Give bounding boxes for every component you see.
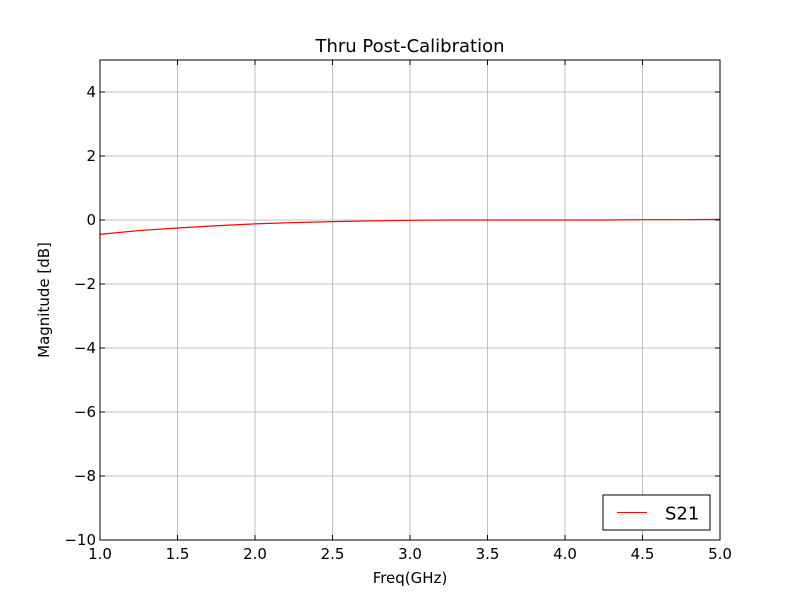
legend: S21 — [602, 494, 711, 531]
y-tick-label: −2 — [74, 275, 96, 293]
x-tick-label: 5.0 — [708, 545, 732, 563]
x-tick-label: 2.5 — [321, 545, 345, 563]
x-tick-label: 1.5 — [166, 545, 190, 563]
y-tick-label: 0 — [86, 211, 96, 229]
x-tick-label: 4.5 — [631, 545, 655, 563]
series-layer — [99, 218, 721, 235]
series-line-s21 — [99, 218, 721, 235]
x-tick-label: 4.0 — [553, 545, 577, 563]
y-tick-label: −6 — [74, 403, 96, 421]
y-tick-label: 4 — [86, 83, 96, 101]
y-axis-label: Magnitude [dB] — [35, 242, 53, 358]
y-tick-label: −8 — [74, 467, 96, 485]
chart-title: Thru Post-Calibration — [314, 36, 504, 57]
y-tick-label: −4 — [74, 339, 96, 357]
y-tick-label: −10 — [64, 531, 96, 549]
x-axis-label: Freq(GHz) — [373, 569, 448, 587]
y-tick-label: 2 — [86, 147, 96, 165]
tick-layer: 1.0 1.5 2.0 2.5 3.0 3.5 4.0 4.5 5.0 −10 −8 −6 −4 −2 0 2… — [64, 60, 732, 563]
x-tick-label: 2.0 — [243, 545, 267, 563]
x-tick-label: 3.5 — [476, 545, 500, 563]
x-tick-label: 1.0 — [88, 545, 112, 563]
x-tick-label: 3.0 — [398, 545, 422, 563]
legend-label-s21: S21 — [665, 504, 699, 525]
